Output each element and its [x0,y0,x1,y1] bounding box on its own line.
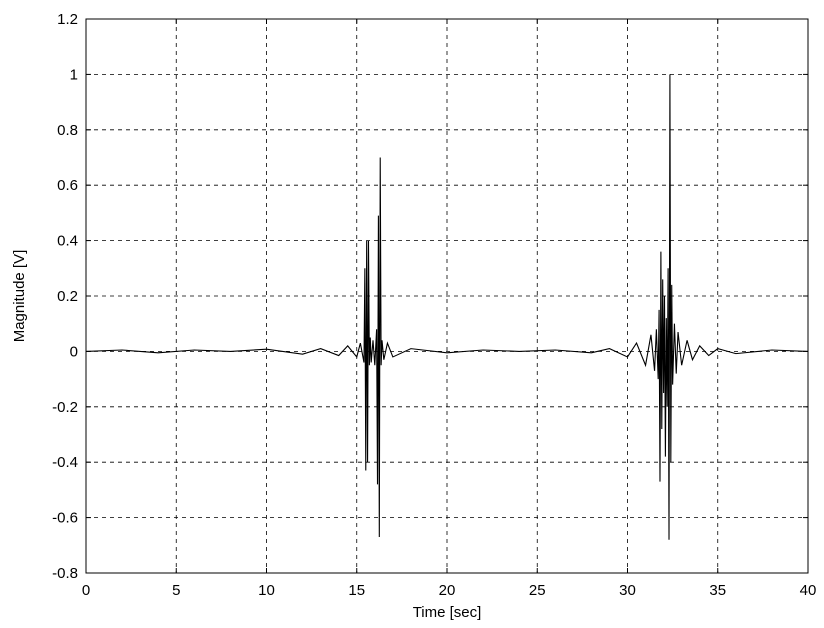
x-tick-label: 30 [619,582,636,599]
x-axis-label: Time [sec] [413,604,482,621]
y-tick-label: -0.2 [52,399,78,416]
y-tick-label: -0.8 [52,565,78,582]
x-axis-ticks: 0 5 10 15 20 25 30 35 40 [82,19,817,599]
y-tick-label: 0.2 [57,288,78,305]
x-tick-label: 25 [529,582,546,599]
y-tick-label: 0.8 [57,122,78,139]
series-line-0 [85,74,809,540]
x-tick-label: 0 [82,582,90,599]
y-tick-label: 1 [70,66,78,83]
y-axis-label: Magnitude [V] [11,250,28,343]
x-tick-label: 5 [172,582,180,599]
x-tick-label: 20 [439,582,456,599]
plot-frame [85,18,809,574]
x-tick-label: 10 [258,582,275,599]
x-tick-label: 15 [348,582,365,599]
y-tick-label: 0.4 [57,233,78,250]
y-tick-label: -0.6 [52,510,78,527]
y-tick-label: 0.6 [57,177,78,194]
y-tick-label: 0 [70,343,78,360]
y-tick-label: 1.2 [57,11,78,28]
grid [86,19,808,573]
y-tick-label: -0.4 [52,454,78,471]
series-group [85,74,809,540]
x-tick-label: 40 [800,582,817,599]
x-tick-label: 35 [709,582,726,599]
